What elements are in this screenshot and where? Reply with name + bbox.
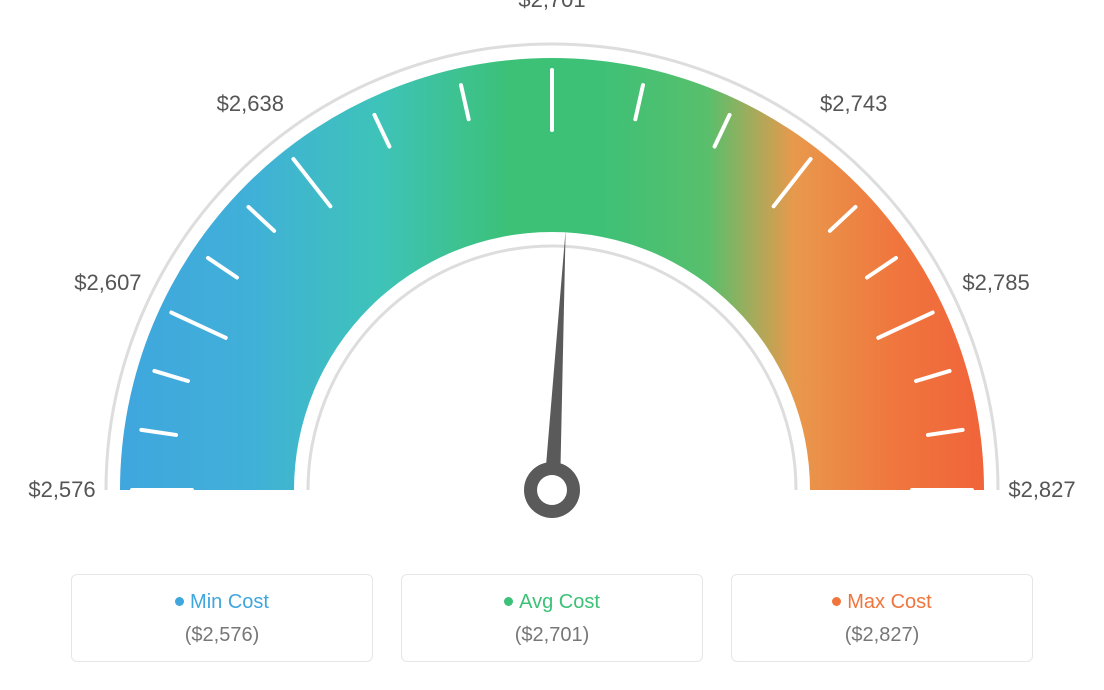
legend-dot-max bbox=[832, 597, 841, 606]
legend-title-max: Max Cost bbox=[732, 591, 1032, 614]
legend-value-min: ($2,576) bbox=[72, 624, 372, 647]
legend-title-min-text: Min Cost bbox=[190, 591, 269, 613]
gauge-tick-label: $2,701 bbox=[518, 0, 585, 13]
gauge-area: $2,576 $2,607 $2,638 $2,701 $2,743 $2,785 $2,8… bbox=[0, 0, 1104, 560]
legend-dot-min bbox=[175, 597, 184, 606]
legend-row: Min Cost ($2,576) Avg Cost ($2,701) Max … bbox=[0, 574, 1104, 662]
gauge-chart bbox=[0, 0, 1104, 560]
legend-value-max: ($2,827) bbox=[732, 624, 1032, 647]
legend-title-max-text: Max Cost bbox=[847, 591, 931, 613]
gauge-tick-label: $2,785 bbox=[962, 270, 1029, 296]
cost-gauge-container: $2,576 $2,607 $2,638 $2,701 $2,743 $2,785 $2,8… bbox=[0, 0, 1104, 690]
legend-title-min: Min Cost bbox=[72, 591, 372, 614]
legend-value-avg: ($2,701) bbox=[402, 624, 702, 647]
gauge-tick-label: $2,743 bbox=[820, 91, 887, 117]
legend-card-avg: Avg Cost ($2,701) bbox=[401, 574, 703, 662]
gauge-tick-label: $2,607 bbox=[74, 270, 141, 296]
legend-card-min: Min Cost ($2,576) bbox=[71, 574, 373, 662]
legend-title-avg: Avg Cost bbox=[402, 591, 702, 614]
gauge-tick-label: $2,827 bbox=[1008, 477, 1075, 503]
gauge-tick-label: $2,638 bbox=[217, 91, 284, 117]
gauge-tick-label: $2,576 bbox=[28, 477, 95, 503]
legend-dot-avg bbox=[504, 597, 513, 606]
legend-card-max: Max Cost ($2,827) bbox=[731, 574, 1033, 662]
legend-title-avg-text: Avg Cost bbox=[519, 591, 600, 613]
